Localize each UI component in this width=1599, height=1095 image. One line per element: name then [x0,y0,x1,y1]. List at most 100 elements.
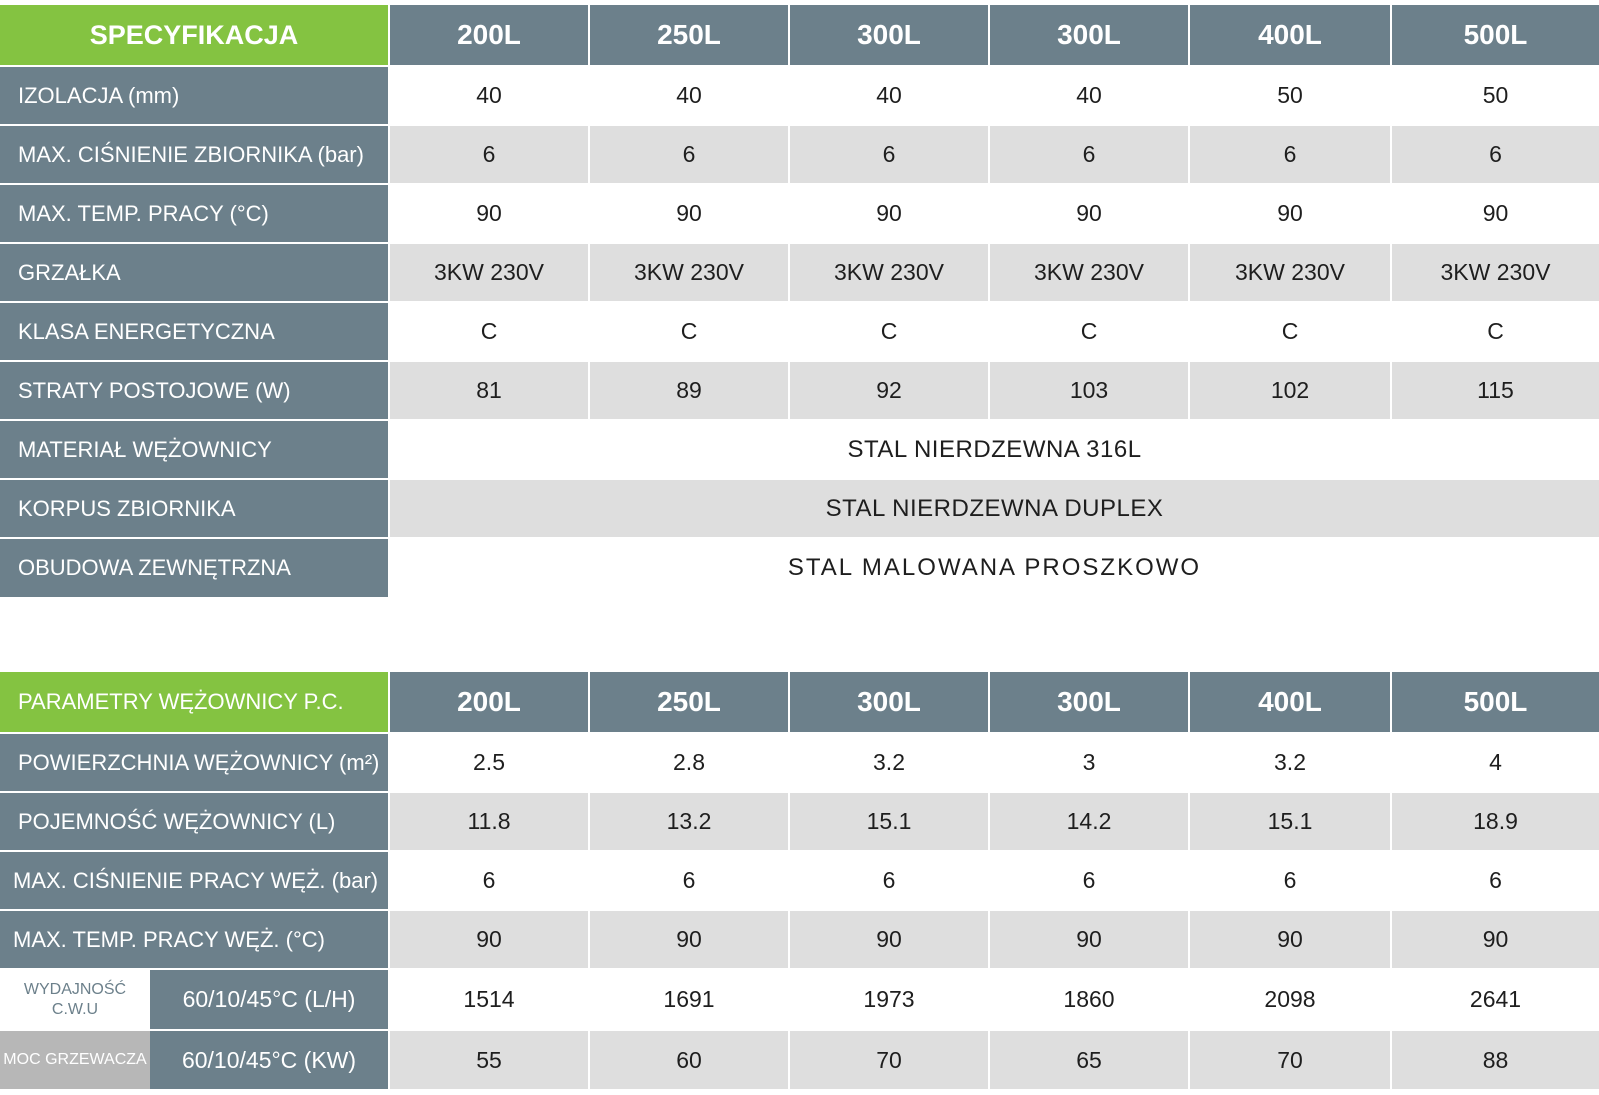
table-row: KLASA ENERGETYCZNA C C C C C C [0,301,1599,361]
cell: C [788,301,989,361]
cell: 40 [388,65,589,125]
cell: 6 [388,850,590,910]
cell: 2098 [1188,968,1392,1030]
cell: 1514 [388,968,590,1030]
row-label: MAX. TEMP. PRACY WĘŻ. (°C) [0,909,390,969]
cell: 3KW 230V [988,242,1189,302]
spec-col-header: 400L [1188,5,1391,66]
row-sublabel: WYDAJNOŚĆ C.W.U [0,968,150,1030]
cell: 3.2 [1188,732,1392,792]
cell: 40 [988,65,1189,125]
cell: 90 [788,183,989,243]
cell: 65 [988,1029,1190,1089]
cell: 2.5 [388,732,590,792]
spec-col-header: 200L [388,5,589,66]
coil-col-header: 250L [588,672,790,733]
cell: 6 [1390,850,1599,910]
cell: 50 [1390,65,1599,125]
table-row: MAX. TEMP. PRACY WĘŻ. (°C) 90 90 90 90 9… [0,909,1599,969]
cell: 81 [388,360,589,420]
cell: 115 [1390,360,1599,420]
row-sublabel: MOC GRZEWACZA [0,1029,150,1089]
cell: 6 [1188,850,1392,910]
cell: 3 [988,732,1190,792]
cell: 3KW 230V [588,242,789,302]
row-label: MAX. TEMP. PRACY (°C) [0,183,389,243]
row-label: MAX. CIŚNIENIE ZBIORNIKA (bar) [0,124,389,184]
cell: 6 [588,124,789,184]
cell: 6 [988,124,1189,184]
cell: 90 [388,909,590,969]
cell: 90 [988,183,1189,243]
cell: 103 [988,360,1189,420]
row-label: 60/10/45°C (L/H) [150,968,390,1030]
cell: 14.2 [988,791,1190,851]
spec-col-header: 300L [788,5,989,66]
table-row: MAX. TEMP. PRACY (°C) 90 90 90 90 90 90 [0,183,1599,243]
spec-col-header: 500L [1390,5,1599,66]
cell: 6 [788,850,990,910]
row-label: GRZAŁKA [0,242,389,302]
cell: C [388,301,589,361]
cell: 3KW 230V [1188,242,1391,302]
merged-cell: STAL MALOWANA PROSZKOWO [388,537,1599,597]
table-row: GRZAŁKA 3KW 230V 3KW 230V 3KW 230V 3KW 2… [0,242,1599,302]
cell: 11.8 [388,791,590,851]
cell: 6 [1390,124,1599,184]
spec-col-header: 250L [588,5,789,66]
cell: 90 [988,909,1190,969]
cell: 6 [388,124,589,184]
cell: 90 [588,183,789,243]
cell: 89 [588,360,789,420]
cell: C [588,301,789,361]
table-row: POWIERZCHNIA WĘŻOWNICY (m²) 2.5 2.8 3.2 … [0,732,1599,792]
cell: 102 [1188,360,1391,420]
cell: C [1390,301,1599,361]
cell: 2641 [1390,968,1599,1030]
cell: 18.9 [1390,791,1599,851]
cell: 15.1 [1188,791,1392,851]
row-label: OBUDOWA ZEWNĘTRZNA [0,537,389,597]
cell: 6 [788,124,989,184]
table-row: MATERIAŁ WĘŻOWNICY STAL NIERDZEWNA 316L [0,419,1599,479]
cell: 88 [1390,1029,1599,1089]
cell: C [1188,301,1391,361]
specification-table: SPECYFIKACJA 200L 250L 300L 300L 400L 50… [0,5,1599,597]
cell: 3.2 [788,732,990,792]
cell: 90 [1188,183,1391,243]
cell: 6 [988,850,1190,910]
merged-cell: STAL NIERDZEWNA DUPLEX [388,478,1599,538]
cell: 92 [788,360,989,420]
table-row: KORPUS ZBIORNIKA STAL NIERDZEWNA DUPLEX [0,478,1599,538]
cell: 40 [588,65,789,125]
coil-col-header: 200L [388,672,590,733]
table-row: POJEMNOŚĆ WĘŻOWNICY (L) 11.8 13.2 15.1 1… [0,791,1599,851]
row-label: 60/10/45°C (KW) [150,1029,390,1089]
cell: 90 [588,909,790,969]
cell: 13.2 [588,791,790,851]
cell: 60 [588,1029,790,1089]
cell: 15.1 [788,791,990,851]
row-label: POWIERZCHNIA WĘŻOWNICY (m²) [0,732,390,792]
row-label: KLASA ENERGETYCZNA [0,301,389,361]
table-row: MAX. CIŚNIENIE PRACY WĘŻ. (bar) 6 6 6 6 … [0,850,1599,910]
table-row: WYDAJNOŚĆ C.W.U 60/10/45°C (L/H) 1514 16… [0,968,1599,1030]
table-row: OBUDOWA ZEWNĘTRZNA STAL MALOWANA PROSZKO… [0,537,1599,597]
row-label: MATERIAŁ WĘŻOWNICY [0,419,389,479]
spec-header-row: SPECYFIKACJA 200L 250L 300L 300L 400L 50… [0,5,1599,66]
table-row: MAX. CIŚNIENIE ZBIORNIKA (bar) 6 6 6 6 6… [0,124,1599,184]
cell: 1860 [988,968,1190,1030]
cell: 6 [1188,124,1391,184]
row-label: POJEMNOŚĆ WĘŻOWNICY (L) [0,791,390,851]
cell: 70 [788,1029,990,1089]
cell: 70 [1188,1029,1392,1089]
table-row: MOC GRZEWACZA 60/10/45°C (KW) 55 60 70 6… [0,1029,1599,1089]
cell: 90 [788,909,990,969]
cell: 40 [788,65,989,125]
cell: 3KW 230V [1390,242,1599,302]
coil-header-row: PARAMETRY WĘŻOWNICY P.C. 200L 250L 300L … [0,672,1599,733]
table-row: STRATY POSTOJOWE (W) 81 89 92 103 102 11… [0,360,1599,420]
cell: 6 [588,850,790,910]
coil-col-header: 300L [788,672,990,733]
cell: 3KW 230V [788,242,989,302]
